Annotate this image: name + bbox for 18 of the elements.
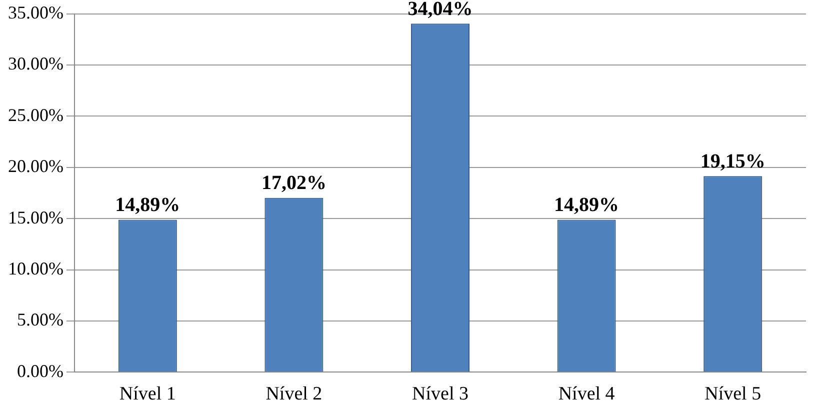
- data-label: 19,15%: [700, 150, 766, 172]
- data-label: 34,04%: [408, 0, 473, 20]
- y-tick-label: 30.00%: [8, 54, 64, 74]
- y-tick-label: 5.00%: [16, 310, 64, 330]
- data-label: 17,02%: [261, 172, 326, 194]
- data-label: 14,89%: [115, 194, 180, 216]
- y-tick-label: 20.00%: [8, 156, 64, 176]
- y-tick-label: 35.00%: [8, 2, 64, 23]
- y-tick-label: 10.00%: [8, 258, 64, 279]
- x-tick-label: Nível 2: [266, 384, 322, 405]
- x-tick-label: Nível 5: [704, 384, 762, 405]
- x-tick-label: Nível 4: [558, 384, 616, 405]
- y-tick-label: 0.00%: [16, 360, 64, 381]
- y-tick-label: 25.00%: [8, 104, 64, 125]
- x-tick-label: Nível 3: [412, 384, 468, 405]
- x-tick-label: Nível 1: [119, 384, 176, 405]
- y-tick-label: 15.00%: [8, 207, 64, 228]
- data-label: 14,89%: [554, 194, 620, 216]
